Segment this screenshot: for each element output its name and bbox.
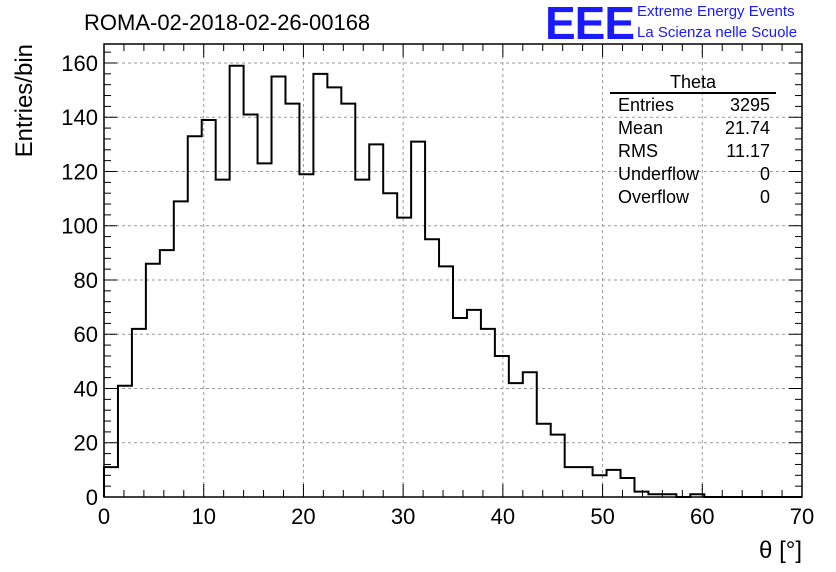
histogram-bin [285, 104, 299, 497]
stats-value: 21.74 [724, 118, 770, 138]
y-tick-label: 120 [61, 159, 98, 184]
stats-row-mean: Mean 21.74 [610, 117, 776, 140]
histogram-bin [453, 318, 467, 497]
histogram-bin [244, 115, 258, 497]
y-axis-label: Entries/bin [11, 44, 38, 157]
stats-label: Entries [618, 95, 675, 115]
histogram-bin [634, 492, 648, 497]
x-tick-label: 30 [391, 504, 415, 529]
stats-value: 0 [759, 164, 770, 184]
stats-box: Theta Entries 3295 Mean 21.74 RMS 11.17 … [610, 72, 776, 209]
stats-row-underflow: Underflow 0 [610, 163, 776, 186]
x-tick-label: 10 [191, 504, 215, 529]
histogram-bin [565, 467, 579, 497]
histogram-bin [439, 266, 453, 497]
histogram-bin [621, 478, 635, 497]
plot-frame [103, 43, 803, 498]
stats-title: Theta [610, 72, 776, 94]
histogram-bin [146, 264, 160, 497]
histogram-bin [579, 467, 593, 497]
histogram-bin [341, 104, 355, 497]
y-tick-label: 40 [74, 376, 98, 401]
logo-line-2: La Scienza nelle Scuole [637, 24, 798, 41]
run-title: ROMA-02-2018-02-26-00168 [84, 10, 371, 35]
histogram-bin [593, 475, 607, 497]
histogram-bin [495, 356, 509, 497]
histogram-bin [537, 424, 551, 497]
eee-logo: EEE [545, 0, 635, 49]
stats-value: 0 [759, 187, 770, 207]
stats-label: Mean [618, 118, 664, 138]
y-tick-label: 100 [61, 214, 98, 239]
stats-label: Overflow [618, 187, 690, 207]
y-tick-label: 60 [74, 322, 98, 347]
stats-row-rms: RMS 11.17 [610, 140, 776, 163]
histogram-bin [481, 329, 495, 497]
x-axis-label: θ [°] [759, 537, 802, 564]
y-tick-label: 80 [74, 268, 98, 293]
histogram-bin [272, 77, 286, 497]
x-tick-label: 70 [790, 504, 814, 529]
histogram-bin [383, 193, 397, 497]
y-tick-label: 20 [74, 431, 98, 456]
stats-label: Underflow [618, 164, 700, 184]
y-tick-label: 0 [86, 485, 98, 510]
histogram-bin [397, 218, 411, 497]
stats-row-overflow: Overflow 0 [610, 186, 776, 209]
histogram-bin [258, 163, 272, 497]
histogram-step-line [103, 64, 802, 498]
histogram-bin [104, 467, 118, 497]
stats-value: 11.17 [726, 141, 770, 161]
histogram-bin [509, 383, 523, 497]
histogram-bin [174, 201, 188, 497]
histogram-bin [299, 174, 313, 497]
histogram-bin [216, 180, 230, 497]
histogram-bin [607, 470, 621, 497]
stats-row-entries: Entries 3295 [610, 94, 776, 117]
x-tick-label: 0 [98, 504, 110, 529]
x-tick-label: 20 [291, 504, 315, 529]
x-tick-label: 60 [690, 504, 714, 529]
histogram-bin [202, 120, 216, 497]
y-tick-label: 160 [61, 51, 98, 76]
histogram-bin [132, 329, 146, 497]
histogram-bin [648, 494, 662, 497]
stats-label: RMS [618, 141, 658, 161]
x-tick-label: 50 [590, 504, 614, 529]
x-tick-label: 40 [491, 504, 515, 529]
stats-value: 3295 [729, 95, 770, 115]
histogram-bin [551, 435, 565, 497]
histogram-bin [523, 372, 537, 497]
histogram-bin [467, 310, 481, 497]
logo-line-1: Extreme Energy Events [637, 3, 795, 20]
y-tick-label: 140 [61, 105, 98, 130]
histogram-bin [118, 386, 132, 497]
histogram-bin [662, 494, 676, 497]
histogram-bin [425, 239, 439, 497]
histogram-bin [313, 74, 327, 497]
histogram-bin [188, 136, 202, 497]
histogram-bin [369, 144, 383, 497]
histogram-bin [355, 180, 369, 497]
histogram-bin [327, 87, 341, 497]
histogram-bin [411, 142, 425, 497]
histogram-bin [160, 250, 174, 497]
histogram-bin [230, 66, 244, 497]
histogram-bin [690, 494, 704, 497]
